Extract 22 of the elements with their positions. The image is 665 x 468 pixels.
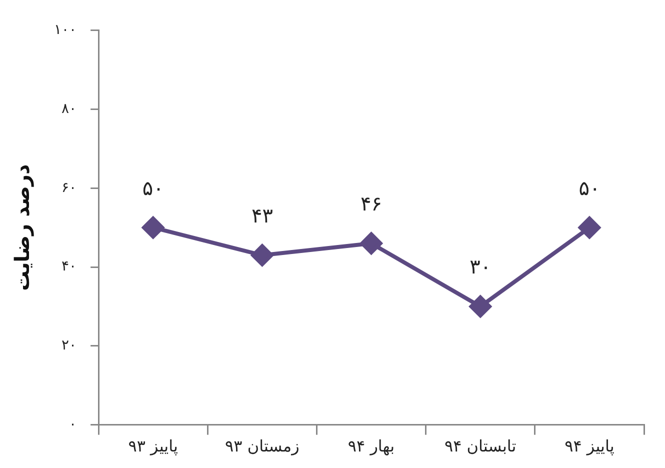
- point: [360, 232, 382, 254]
- y-tick-label: ۸۰: [62, 100, 77, 117]
- data-label: ۳۰: [470, 254, 492, 279]
- data-label: ۵۰: [142, 176, 164, 200]
- y-tick-label: ۴۰: [62, 258, 77, 275]
- point: [469, 295, 492, 318]
- x-tick-label: پاییز ۹۳: [128, 436, 178, 456]
- x-tick-label: پاییز ۹۴: [564, 436, 614, 456]
- y-tick-label: ۶۰: [62, 180, 77, 196]
- point: [251, 244, 274, 266]
- data-label: ۵۰: [578, 176, 600, 200]
- point: [142, 216, 164, 239]
- y-tick-label: ۱۰۰: [54, 22, 77, 38]
- y-tick-label: ۰: [69, 416, 77, 432]
- point: [578, 216, 600, 239]
- y-axis-title: درصد رضایت: [10, 164, 34, 291]
- x-tick-label: زمستان ۹۳: [225, 436, 300, 456]
- data-label: ۴۶: [360, 192, 382, 216]
- y-tick-label: ۲۰: [62, 338, 77, 354]
- x-tick-label: بهار ۹۴: [348, 436, 395, 456]
- data-label: ۴۳: [251, 203, 274, 228]
- x-tick-label: تابستان ۹۴: [444, 436, 516, 456]
